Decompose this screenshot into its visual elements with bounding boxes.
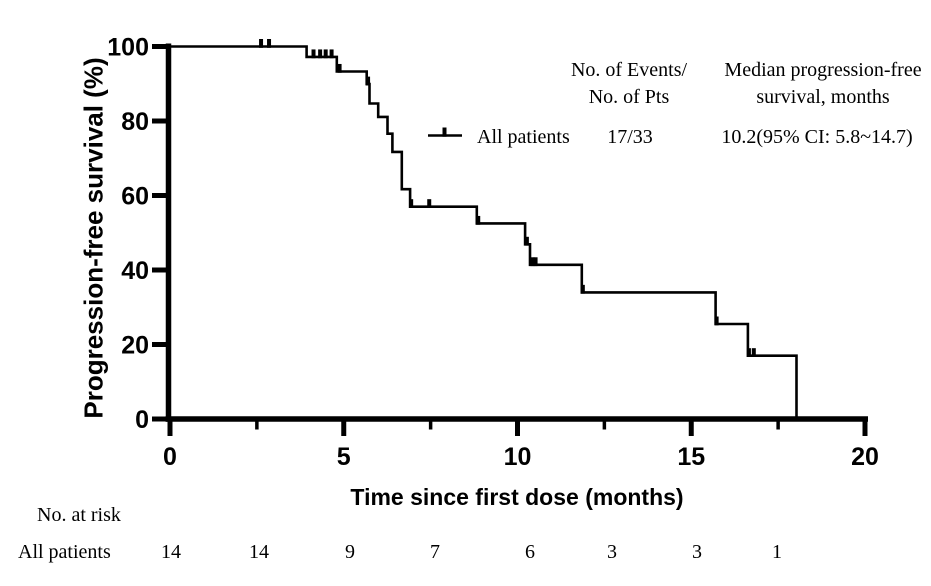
at-risk-values-row: 14 14 9 7 6 3 3 1: [0, 539, 931, 569]
legend-header-median-line1: Median progression-free: [724, 59, 922, 81]
legend-series-label: All patients: [477, 126, 570, 148]
legend-header-median-line2: survival, months: [756, 86, 890, 108]
at-risk-value: 14: [249, 541, 269, 563]
legend-header-events-line1: No. of Events/: [570, 59, 688, 81]
y-tick-label: 0: [135, 406, 149, 434]
y-axis-title: Progression-free survival (%): [78, 57, 109, 419]
legend-header-events: No. of Events/ No. of Pts: [571, 57, 687, 111]
x-tick-label: 5: [337, 443, 351, 471]
y-tick-label: 100: [107, 34, 149, 62]
legend-series-events: 17/33: [607, 126, 653, 148]
x-tick-label: 0: [163, 443, 177, 471]
at-risk-value: 1: [772, 541, 782, 563]
legend-series-median: 10.2(95% CI: 5.8~14.7): [721, 126, 913, 148]
at-risk-value: 3: [607, 541, 617, 563]
y-tick-label: 60: [121, 183, 149, 211]
at-risk-row-label: All patients: [18, 541, 111, 563]
at-risk-value: 7: [430, 541, 440, 563]
y-tick-label: 20: [121, 332, 149, 360]
at-risk-value: 3: [692, 541, 702, 563]
at-risk-value: 6: [525, 541, 535, 563]
legend-header-median: Median progression-free survival, months: [724, 57, 921, 111]
legend-header-events-line2: No. of Pts: [588, 86, 670, 108]
at-risk-title: No. at risk: [37, 504, 121, 526]
survival-curve: [170, 45, 798, 419]
y-tick-label: 40: [121, 257, 149, 285]
x-tick-label: 15: [677, 443, 705, 471]
x-axis-title: Time since first dose (months): [350, 484, 684, 510]
y-tick-label: 80: [121, 108, 149, 136]
at-risk-value: 9: [345, 541, 355, 563]
x-tick-label: 20: [851, 443, 879, 471]
x-tick-label: 10: [504, 443, 532, 471]
at-risk-value: 14: [161, 541, 181, 563]
